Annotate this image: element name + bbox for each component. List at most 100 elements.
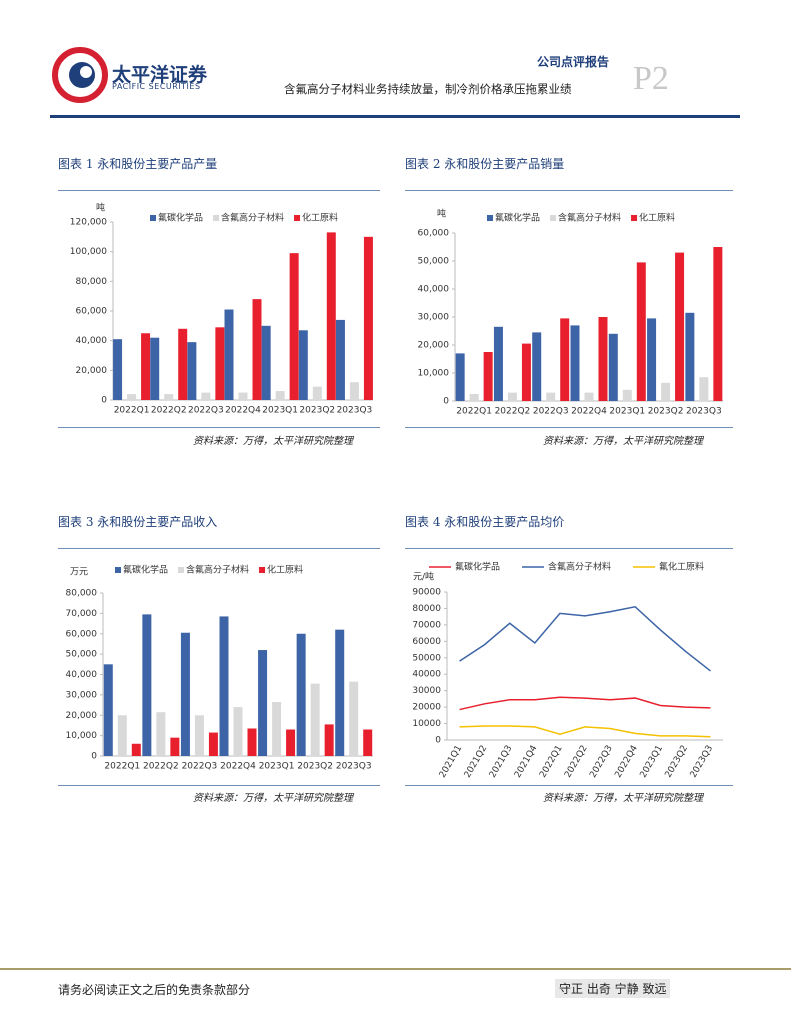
x-tick-label: 2021Q3 xyxy=(488,744,515,780)
bar xyxy=(178,328,188,400)
y-tick-label: 0 xyxy=(101,396,107,406)
bar xyxy=(493,326,503,401)
rule xyxy=(405,785,733,786)
y-tick-label: 30,000 xyxy=(66,690,98,700)
x-tick-label: 2023Q3 xyxy=(337,406,373,416)
chart: 元/吨 0 10000 20000 30000 40000 50000 60000 70000 8… xyxy=(412,561,723,780)
bar xyxy=(598,317,608,401)
y-tick-label: 60000 xyxy=(412,637,441,647)
bar xyxy=(661,382,671,401)
bar xyxy=(286,729,296,756)
chart-title: 图表 3 永和股份主要产品收入 xyxy=(58,515,218,529)
bar xyxy=(546,392,556,401)
legend-swatch xyxy=(213,215,220,221)
bar xyxy=(326,232,336,400)
y-tick-label: 0 xyxy=(435,736,441,746)
line xyxy=(459,696,711,711)
source-note: 资料来源：万得，太平洋研究院整理 xyxy=(543,436,703,447)
y-tick-label: 40,000 xyxy=(66,670,98,680)
legend-swatch xyxy=(550,215,557,221)
legend-swatch xyxy=(178,567,185,573)
bar xyxy=(150,337,160,400)
y-tick-label: 50,000 xyxy=(66,650,98,660)
bar xyxy=(312,386,322,400)
y-tick-label: 120,000 xyxy=(70,218,107,228)
disclaimer-note: 请务必阅读正文之后的免责条款部分 xyxy=(58,983,251,997)
chart: 吨 0 10,000 20,000 30,000 40,000 50,000 60,000 氟碳… xyxy=(418,208,723,417)
x-tick-label: 2023Q3 xyxy=(686,407,722,417)
y-tick-label: 40,000 xyxy=(76,336,108,346)
legend-label: 含氟高分子材料 xyxy=(186,564,249,576)
page-number: P2 xyxy=(633,60,669,97)
legend-swatch xyxy=(631,215,638,221)
x-tick-label: 2022Q3 xyxy=(588,744,615,780)
x-tick-label: 2022Q1 xyxy=(104,762,140,772)
bar xyxy=(208,732,218,756)
legend-label: 化工原料 xyxy=(639,212,675,224)
bar xyxy=(310,683,320,756)
x-tick-label: 2023Q1 xyxy=(639,744,666,780)
bar xyxy=(324,724,334,756)
bar xyxy=(560,318,570,401)
y-axis-label: 元/吨 xyxy=(413,571,434,583)
x-tick-label: 2023Q1 xyxy=(259,762,295,772)
bar xyxy=(275,391,285,400)
x-tick-label: 2021Q1 xyxy=(438,744,465,780)
bar xyxy=(483,352,493,401)
y-tick-label: 60,000 xyxy=(76,307,108,317)
bar xyxy=(363,729,373,756)
bar xyxy=(187,342,197,400)
y-tick-label: 50000 xyxy=(412,653,441,663)
legend-label: 化工原料 xyxy=(267,564,303,576)
bar xyxy=(647,318,657,401)
bar xyxy=(164,394,174,400)
rule xyxy=(58,427,380,428)
chart: 万元 0 10,000 20,000 30,000 40,000 50,000 60,000 7… xyxy=(66,564,373,772)
y-tick-label: 10000 xyxy=(412,719,441,729)
x-tick-label: 2023Q3 xyxy=(336,762,372,772)
x-tick-label: 2022Q3 xyxy=(182,762,218,772)
y-tick-label: 20,000 xyxy=(418,341,450,351)
legend-label: 氟碳化学品 xyxy=(455,561,500,573)
legend-label: 化工原料 xyxy=(302,212,338,224)
legend-label: 氟碳化学品 xyxy=(123,564,168,576)
rule xyxy=(405,427,733,428)
bar xyxy=(252,299,262,400)
x-tick-label: 2022Q2 xyxy=(151,406,187,416)
x-tick-label: 2021Q2 xyxy=(463,744,490,780)
x-tick-label: 2021Q4 xyxy=(513,744,540,780)
y-tick-label: 0 xyxy=(91,752,97,762)
y-axis-label: 吨 xyxy=(437,208,446,220)
legend-swatch xyxy=(294,215,301,221)
y-tick-label: 10,000 xyxy=(66,731,98,741)
bar xyxy=(261,325,271,400)
line xyxy=(459,725,711,738)
x-tick-label: 2022Q1 xyxy=(456,407,492,417)
y-tick-label: 80,000 xyxy=(66,589,98,599)
legend-swatch xyxy=(150,215,156,221)
footer-rule xyxy=(0,968,791,970)
bar xyxy=(363,236,373,400)
source-note: 资料来源：万得，太平洋研究院整理 xyxy=(193,793,353,804)
bar xyxy=(170,737,180,756)
y-tick-label: 100,000 xyxy=(70,247,107,257)
bar xyxy=(713,247,723,401)
legend-swatch xyxy=(259,567,266,573)
legend-label: 氟碳化学品 xyxy=(495,212,540,224)
x-tick-label: 2022Q1 xyxy=(538,744,565,780)
chart-title: 图表 4 永和股份主要产品均价 xyxy=(405,515,565,529)
source-note: 资料来源：万得，太平洋研究院整理 xyxy=(543,793,703,804)
x-tick-label: 2022Q4 xyxy=(225,406,261,416)
bar xyxy=(532,332,542,401)
rule xyxy=(58,785,380,786)
bar xyxy=(247,728,257,756)
x-tick-label: 2022Q4 xyxy=(571,407,607,417)
logo-mark xyxy=(52,47,108,103)
x-tick-label: 2022Q2 xyxy=(563,744,590,780)
legend-swatch xyxy=(487,215,493,221)
y-tick-label: 20,000 xyxy=(66,711,98,721)
bar xyxy=(570,325,580,401)
x-tick-label: 2023Q1 xyxy=(262,406,298,416)
y-tick-label: 20000 xyxy=(412,703,441,713)
bar xyxy=(194,715,204,756)
